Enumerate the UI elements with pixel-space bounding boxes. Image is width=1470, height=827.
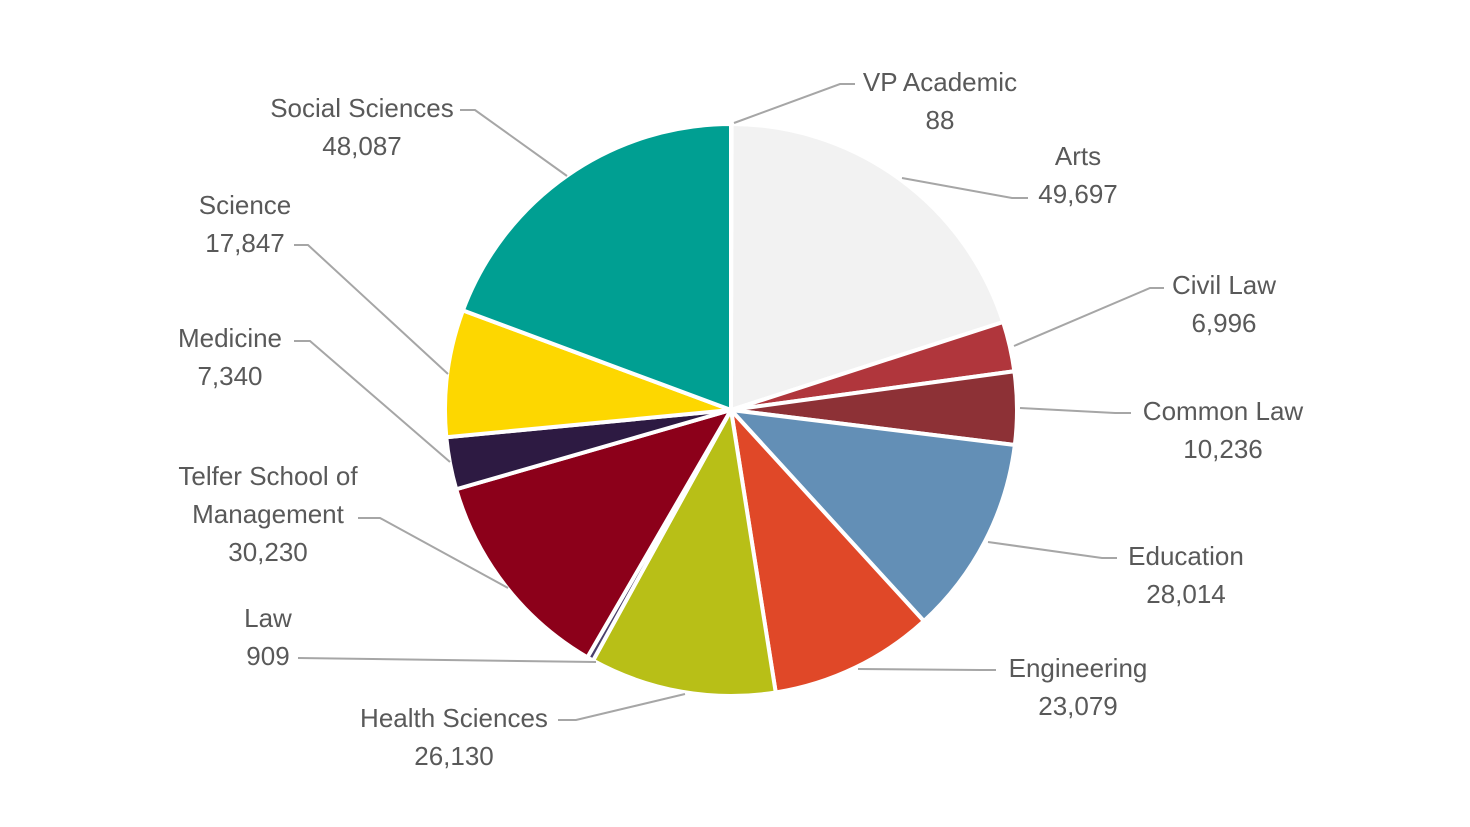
leader-line-telfer-school-of-management [358,517,509,589]
slice-value-label-telfer-school-of-management: 30,230 [228,537,308,567]
leader-line-arts [901,177,1028,199]
slice-name-label-engineering: Engineering [1009,653,1148,683]
slice-value-label-health-sciences: 26,130 [414,741,494,771]
leader-line-law [297,657,597,663]
leader-lines-layer [294,83,1164,721]
slice-value-label-vp-academic: 88 [926,105,955,135]
slice-name-label-medicine: Medicine [178,323,282,353]
leader-line-social-sciences [460,109,568,177]
slice-value-label-arts: 49,697 [1038,179,1118,209]
slice-name-label-science: Science [199,190,292,220]
slice-name-label-arts: Arts [1055,141,1101,171]
pie-slice-engineering [729,408,926,695]
labels-layer: VP Academic 88 Arts 49,697 Civil Law 6,996 Com… [178,67,1303,771]
slice-name-label-telfer-school-of-management-1: Telfer School of [178,461,358,491]
pie-slice-education [729,408,1017,624]
slice-value-label-law: 909 [246,641,289,671]
leader-line-science [294,244,449,375]
pie-slice-health-sciences [591,408,778,698]
leader-line-civil-law [1013,287,1164,347]
pie-slice-arts [729,122,1006,412]
slice-name-label-telfer-school-of-management-2: Management [192,499,345,529]
slice-value-label-engineering: 23,079 [1038,691,1118,721]
slice-value-label-civil-law: 6,996 [1191,308,1256,338]
slice-name-label-common-law: Common Law [1143,396,1304,426]
slice-name-label-health-sciences: Health Sciences [360,703,548,733]
slice-value-label-science: 17,847 [205,228,285,258]
slice-value-label-education: 28,014 [1146,579,1226,609]
slice-value-label-common-law: 10,236 [1183,434,1263,464]
leader-line-health-sciences [558,693,686,721]
leader-line-medicine [294,340,451,463]
slice-name-label-law: Law [244,603,292,633]
slice-value-label-medicine: 7,340 [197,361,262,391]
leader-line-education [987,541,1117,559]
slices-layer [443,121,1019,698]
slice-value-label-social-sciences: 48,087 [322,131,402,161]
pie-slice-social-sciences [460,122,733,412]
leader-line-vp-academic [733,83,855,124]
slice-name-label-civil-law: Civil Law [1172,270,1276,300]
leader-line-engineering [857,668,996,671]
slice-name-label-social-sciences: Social Sciences [270,93,454,123]
slice-name-label-education: Education [1128,541,1244,571]
leader-line-common-law [1019,407,1131,414]
slice-name-label-vp-academic: VP Academic [863,67,1017,97]
